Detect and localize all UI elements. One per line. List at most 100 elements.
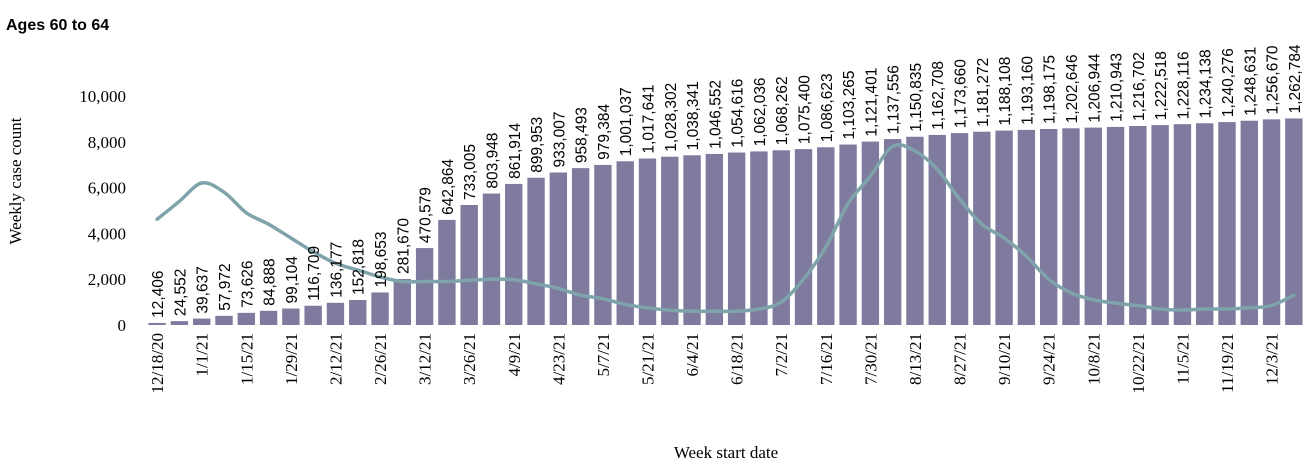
data-label: 1,046,552 [707, 80, 724, 149]
data-label: 1,206,944 [1086, 53, 1103, 122]
y-tick-label: 6,000 [88, 179, 126, 198]
data-label: 1,086,623 [819, 73, 836, 142]
x-tick-label: 10/8/21 [1084, 333, 1103, 385]
bar [1017, 129, 1036, 325]
data-label: 1,256,670 [1265, 45, 1282, 114]
data-label: 642,864 [440, 158, 457, 214]
data-label: 1,188,108 [997, 57, 1014, 126]
x-tick-label: 8/13/21 [906, 333, 925, 385]
bar [616, 161, 634, 325]
data-label: 1,210,943 [1109, 53, 1126, 122]
y-tick-label: 0 [118, 316, 127, 335]
data-label: 1,162,708 [930, 61, 947, 130]
bar [371, 292, 389, 325]
bar [393, 278, 412, 325]
bar [594, 164, 612, 325]
data-label: 1,068,262 [774, 76, 791, 145]
data-label: 1,038,341 [685, 81, 702, 150]
data-label: 733,005 [462, 144, 479, 200]
data-label: 198,653 [373, 231, 390, 287]
bar [1062, 128, 1080, 325]
data-label: 803,948 [485, 133, 502, 189]
data-label: 1,001,037 [618, 87, 635, 156]
bar [282, 308, 300, 325]
x-tick-label: 2/26/21 [371, 333, 390, 385]
bar [705, 153, 724, 325]
x-tick-label: 3/12/21 [416, 333, 435, 385]
x-tick-label: 7/30/21 [861, 333, 880, 385]
bar [995, 130, 1013, 325]
data-label: 1,248,631 [1242, 47, 1259, 116]
chart-title: Ages 60 to 64 [6, 17, 110, 34]
x-tick-label: 4/23/21 [549, 333, 568, 385]
data-label: 899,953 [529, 117, 546, 173]
bar [683, 155, 701, 325]
x-tick-label: 8/27/21 [951, 333, 970, 385]
y-axis-title: Weekly case count [6, 117, 25, 244]
data-label: 933,007 [551, 111, 568, 167]
bar [1196, 123, 1214, 325]
bar [928, 134, 946, 325]
x-tick-label: 5/21/21 [639, 333, 658, 385]
data-label: 1,202,646 [1064, 54, 1081, 123]
x-tick-label: 9/10/21 [995, 333, 1014, 385]
data-label: 116,709 [306, 246, 323, 301]
y-tick-label: 4,000 [88, 224, 126, 243]
bar [1106, 126, 1125, 325]
x-tick-label: 9/24/21 [1040, 333, 1059, 385]
bar [237, 312, 255, 325]
bar [1151, 125, 1169, 325]
data-label: 1,222,518 [1153, 51, 1170, 120]
data-label: 1,075,400 [797, 75, 814, 144]
series-line [155, 143, 1296, 314]
data-label: 1,054,616 [730, 79, 747, 148]
bar [438, 219, 456, 325]
data-label: 1,198,175 [1042, 55, 1059, 124]
bar [215, 315, 233, 325]
x-tick-label: 12/3/21 [1263, 333, 1282, 385]
data-label: 1,062,036 [752, 77, 769, 146]
data-label: 99,104 [284, 256, 301, 304]
data-label: 1,028,302 [663, 83, 680, 152]
bar [772, 150, 790, 325]
data-label: 958,493 [574, 107, 591, 163]
x-tick-label: 1/29/21 [282, 333, 301, 385]
bar [861, 141, 880, 325]
bar [1173, 124, 1192, 325]
bar [950, 133, 969, 325]
bar [973, 131, 991, 325]
x-tick-label: 10/22/21 [1129, 333, 1148, 393]
bar [1240, 120, 1258, 325]
bar [1218, 122, 1236, 325]
data-label: 39,637 [195, 266, 212, 313]
y-tick-label: 2,000 [88, 270, 126, 289]
x-tick-label: 4/9/21 [505, 333, 524, 376]
y-tick-label: 8,000 [88, 133, 126, 152]
data-label: 1,228,116 [1175, 51, 1192, 119]
x-tick-label: 7/16/21 [817, 333, 836, 385]
x-tick-label: 5/7/21 [594, 333, 613, 376]
bar [1084, 127, 1102, 325]
data-label: 1,173,660 [953, 59, 970, 128]
bar [259, 310, 278, 325]
bar [170, 321, 189, 325]
data-label: 73,626 [239, 260, 256, 307]
bar [1285, 118, 1303, 325]
data-label: 1,216,702 [1131, 52, 1148, 121]
data-label: 1,234,138 [1198, 49, 1215, 118]
x-tick-label: 1/15/21 [237, 333, 256, 385]
data-label: 470,579 [418, 187, 435, 243]
data-label: 1,262,784 [1287, 44, 1304, 113]
bar [326, 302, 345, 325]
data-label: 1,103,265 [841, 71, 858, 140]
bar [1039, 128, 1058, 325]
bar [794, 149, 813, 325]
data-label: 1,150,835 [908, 63, 925, 132]
x-tick-label: 7/2/21 [772, 333, 791, 376]
bar [1262, 119, 1281, 325]
data-label: 281,670 [395, 218, 412, 274]
bar [349, 300, 367, 325]
data-label: 1,181,272 [975, 58, 992, 127]
data-label: 57,972 [217, 263, 234, 310]
bar [571, 168, 590, 325]
